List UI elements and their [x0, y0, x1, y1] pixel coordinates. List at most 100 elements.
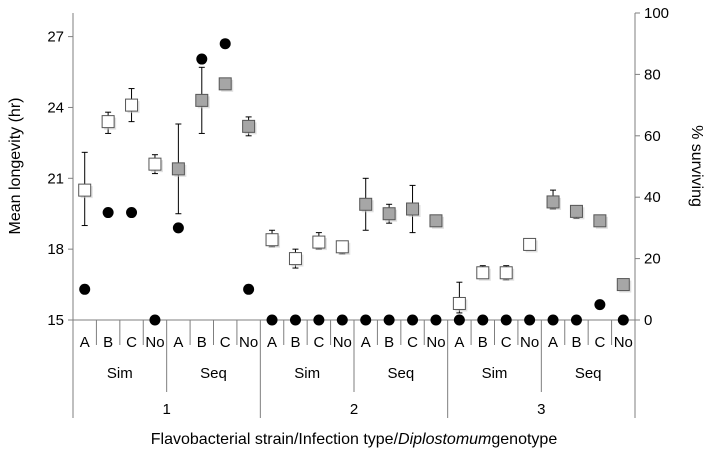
- survival-point: [383, 314, 395, 326]
- infection-type-label: Seq: [200, 365, 227, 382]
- y2-tick-label: 40: [644, 189, 661, 206]
- longevity-marker: [359, 197, 373, 211]
- genotype-label: B: [197, 334, 207, 351]
- survival-point: [126, 207, 138, 219]
- longevity-marker: [148, 157, 162, 171]
- survival-point: [500, 314, 512, 326]
- y-tick-label: 24: [47, 99, 64, 116]
- longevity-marker: [452, 296, 466, 310]
- genotype-label: A: [267, 334, 277, 351]
- infection-type-label: Sim: [294, 365, 320, 382]
- survival-point: [79, 283, 91, 295]
- longevity-marker: [382, 207, 396, 221]
- longevity-marker: [429, 214, 443, 228]
- genotype-label: B: [290, 334, 300, 351]
- survival-point: [172, 222, 184, 234]
- survival-point: [477, 314, 489, 326]
- longevity-marker: [335, 240, 349, 254]
- y-tick-label: 27: [47, 29, 64, 46]
- longevity-marker: [242, 119, 256, 133]
- longevity-marker: [569, 204, 583, 218]
- genotype-label: A: [80, 334, 90, 351]
- genotype-label: No: [239, 334, 258, 351]
- survival-point: [266, 314, 278, 326]
- genotype-label: C: [313, 334, 324, 351]
- survival-point: [219, 38, 231, 50]
- longevity-marker: [288, 252, 302, 266]
- strain-label: 3: [537, 401, 545, 418]
- longevity-markers: [78, 77, 632, 312]
- y2-tick-label: 80: [644, 66, 661, 83]
- genotype-label: A: [173, 334, 183, 351]
- longevity-marker: [616, 278, 630, 292]
- longevity-marker: [125, 98, 139, 112]
- y2-tick-label: 60: [644, 128, 661, 145]
- y-tick-label: 15: [47, 312, 64, 329]
- genotype-label: C: [594, 334, 605, 351]
- genotype-label: B: [478, 334, 488, 351]
- strain-label: 1: [162, 401, 170, 418]
- genotype-label: No: [333, 334, 352, 351]
- genotype-label: C: [220, 334, 231, 351]
- survival-point: [547, 314, 559, 326]
- survival-point: [243, 283, 255, 295]
- genotype-label: B: [384, 334, 394, 351]
- longevity-marker: [101, 115, 115, 129]
- genotype-label: B: [571, 334, 581, 351]
- genotype-label: No: [614, 334, 633, 351]
- survival-point: [570, 314, 582, 326]
- y2-tick-label: 20: [644, 251, 661, 268]
- genotype-label: B: [103, 334, 113, 351]
- y2-tick-label: 0: [644, 312, 652, 329]
- strain-label: 2: [350, 401, 358, 418]
- x-axis-title-italic: Diplostomum: [398, 431, 491, 448]
- survival-point: [289, 314, 301, 326]
- survival-point: [524, 314, 536, 326]
- survival-point: [407, 314, 419, 326]
- survival-point: [453, 314, 465, 326]
- survival-point: [313, 314, 325, 326]
- infection-type-label: Sim: [482, 365, 508, 382]
- x-axis-title-part3: genotype: [491, 431, 557, 448]
- survival-markers: [79, 38, 629, 326]
- genotype-label: C: [407, 334, 418, 351]
- x-axis-title: Flavobacterial strain/Infection type/Dip…: [151, 431, 558, 448]
- error-bars: [81, 66, 627, 314]
- genotype-label: No: [520, 334, 539, 351]
- genotype-label: No: [426, 334, 445, 351]
- y-axis-title: Mean longevity (hr): [7, 98, 24, 235]
- y2-tick-label: 100: [644, 5, 669, 22]
- longevity-marker: [195, 93, 209, 107]
- survival-point: [360, 314, 372, 326]
- longevity-marker: [593, 214, 607, 228]
- longevity-marker: [171, 162, 185, 176]
- longevity-marker: [546, 195, 560, 209]
- left-y-ticks: 15 18 21 24 27: [47, 29, 73, 329]
- infection-type-label: Seq: [575, 365, 602, 382]
- longevity-marker: [406, 202, 420, 216]
- infection-type-label: Sim: [107, 365, 133, 382]
- y-tick-label: 21: [47, 170, 64, 187]
- genotype-label: A: [548, 334, 558, 351]
- genotype-label: No: [145, 334, 164, 351]
- survival-point: [196, 53, 208, 65]
- longevity-marker: [499, 266, 513, 280]
- right-y-ticks: 0 20 40 60 80 100: [635, 5, 669, 329]
- survival-point: [617, 314, 629, 326]
- longevity-marker: [265, 233, 279, 247]
- x-axis-title-part1: Flavobacterial strain/Infection type/: [151, 431, 399, 448]
- longevity-marker: [78, 183, 92, 197]
- longevity-marker: [476, 266, 490, 280]
- survival-point: [336, 314, 348, 326]
- infection-type-label: Seq: [387, 365, 414, 382]
- survival-point: [594, 299, 606, 311]
- survival-point: [149, 314, 161, 326]
- genotype-label: C: [126, 334, 137, 351]
- genotype-label: C: [501, 334, 512, 351]
- longevity-marker: [523, 237, 537, 251]
- survival-point: [102, 207, 114, 219]
- longevity-marker: [312, 235, 326, 249]
- survival-point: [430, 314, 442, 326]
